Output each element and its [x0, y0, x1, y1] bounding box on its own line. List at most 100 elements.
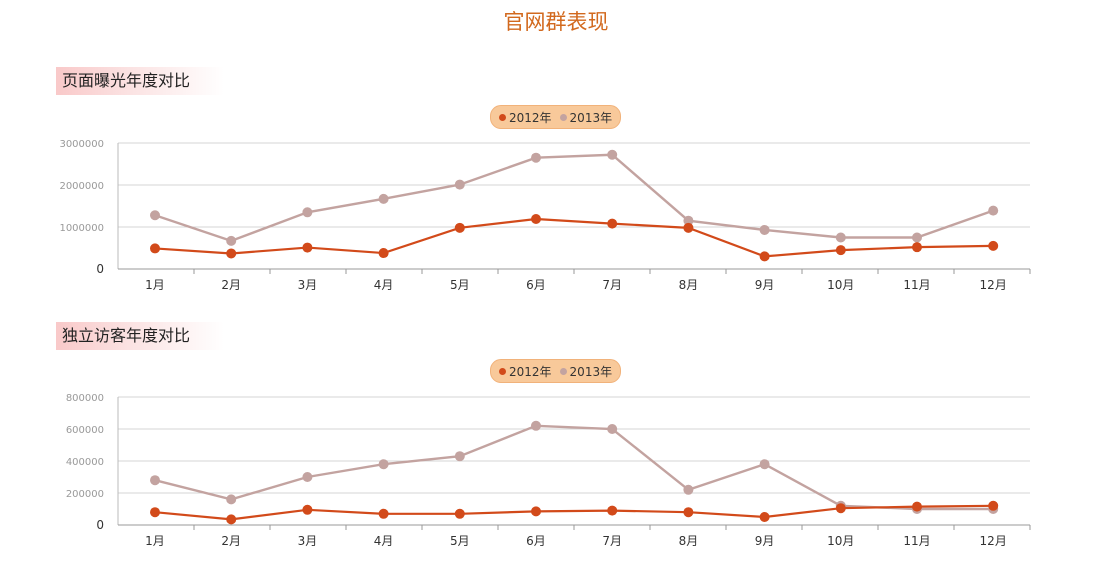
page-title: 官网群表现: [503, 10, 609, 34]
data-point-2012年-4月: [378, 248, 389, 259]
data-point-2013年-6月: [531, 420, 541, 431]
data-point-2013年-12月: [988, 205, 999, 216]
x-tick-label: 4月: [374, 278, 394, 292]
data-point-2012年-7月: [607, 505, 618, 516]
legend-page-views[interactable]: 2012年 2013年: [490, 105, 622, 129]
data-point-2012年-1月: [150, 243, 160, 254]
legend-unique-visitors[interactable]: 2012年 2013年: [490, 359, 622, 383]
data-point-2012年-6月: [531, 214, 541, 225]
x-tick-label: 7月: [602, 278, 622, 292]
legend-dot-2013: [559, 113, 567, 121]
x-tick-label: 10月: [827, 278, 854, 292]
data-point-2013年-2月: [226, 235, 237, 246]
legend-item-2013[interactable]: 2013年: [559, 109, 613, 126]
x-tick-label: 6月: [526, 278, 546, 292]
y-tick-label: 0: [96, 262, 104, 276]
series-line-2012年: [154, 504, 994, 521]
legend-dot-2013: [559, 367, 567, 375]
data-point-2013年-5月: [454, 179, 465, 190]
data-point-2013年-6月: [531, 152, 541, 163]
data-point-2012年-10月: [835, 245, 846, 256]
data-point-2012年-3月: [302, 242, 313, 253]
data-point-2013年-2月: [226, 494, 237, 505]
x-tick-label: 9月: [755, 278, 775, 292]
x-tick-label: 7月: [602, 534, 622, 548]
legend-dot-2012: [499, 367, 506, 375]
x-tick-label: 9月: [755, 534, 775, 548]
y-tick-label: 400000: [66, 457, 104, 468]
data-point-2013年-4月: [378, 193, 389, 204]
x-tick-label: 2月: [221, 278, 241, 292]
x-tick-label: 1月: [145, 534, 165, 548]
x-tick-label: 3月: [298, 534, 318, 548]
y-tick-label: 3000000: [59, 139, 104, 150]
y-tick-label: 200000: [66, 489, 104, 500]
data-point-2012年-2月: [226, 248, 237, 259]
data-point-2012年-8月: [683, 222, 694, 233]
data-point-2013年-8月: [683, 215, 694, 226]
legend-label-2013: 2013年: [569, 110, 613, 125]
y-tick-label: 1000000: [59, 223, 104, 234]
data-point-2012年-10月: [835, 503, 846, 514]
data-point-2013年-11月: [912, 232, 922, 243]
data-point-2012年-9月: [759, 512, 770, 522]
y-tick-label: 800000: [66, 393, 104, 404]
data-point-2013年-9月: [759, 459, 770, 470]
data-point-2013年-7月: [607, 424, 618, 434]
data-point-2012年-3月: [302, 504, 313, 515]
data-point-2012年-6月: [531, 506, 541, 517]
data-point-2012年-5月: [454, 508, 465, 519]
x-tick-label: 5月: [450, 534, 470, 548]
legend-label-2012: 2012年: [509, 110, 552, 125]
series-line-2013年: [154, 424, 994, 511]
data-point-2013年-3月: [302, 207, 313, 218]
legend-item-2012[interactable]: 2012年: [499, 363, 552, 380]
y-tick-label: 600000: [66, 425, 104, 436]
x-tick-label: 12月: [980, 278, 1007, 292]
x-tick-label: 8月: [679, 534, 699, 548]
data-point-2012年-12月: [988, 240, 999, 251]
data-point-2013年-8月: [683, 484, 694, 495]
x-tick-label: 11月: [903, 278, 930, 292]
data-point-2013年-9月: [759, 224, 770, 235]
y-tick-label: 0: [96, 518, 104, 532]
x-tick-label: 2月: [221, 534, 241, 548]
legend-label-2012: 2012年: [509, 364, 552, 379]
data-point-2013年-4月: [378, 459, 389, 470]
legend-item-2012[interactable]: 2012年: [499, 109, 552, 126]
data-point-2012年-1月: [150, 507, 160, 518]
data-point-2013年-5月: [454, 451, 465, 462]
data-point-2012年-8月: [683, 507, 694, 518]
data-point-2013年-1月: [150, 475, 160, 486]
data-point-2013年-1月: [150, 210, 160, 221]
data-point-2012年-4月: [378, 508, 389, 519]
data-point-2012年-9月: [759, 251, 770, 262]
x-tick-label: 12月: [980, 534, 1007, 548]
x-tick-label: 3月: [298, 278, 318, 292]
legend-dot-2012: [499, 113, 506, 121]
legend-label-2013: 2013年: [569, 364, 613, 379]
data-point-2013年-7月: [607, 149, 618, 160]
section-title-unique-visitors: 独立访客年度对比: [56, 322, 224, 350]
data-point-2012年-11月: [912, 242, 922, 253]
data-point-2013年-10月: [835, 232, 846, 243]
data-point-2013年-3月: [302, 472, 313, 482]
page-views-line-chart: 0 1000000 2000000 3000000 1月 2月 3月 4月 5月 6月 7月 8月 9月…: [59, 139, 1031, 292]
x-tick-label: 11月: [903, 534, 930, 548]
x-tick-label: 5月: [450, 278, 470, 292]
x-tick-label: 4月: [374, 534, 394, 548]
series-line-2013年: [154, 153, 994, 243]
data-point-2012年-12月: [988, 500, 999, 511]
x-tick-label: 10月: [827, 534, 854, 548]
y-tick-label: 2000000: [59, 181, 104, 192]
x-tick-label: 8月: [679, 278, 699, 292]
data-point-2012年-7月: [607, 218, 618, 229]
data-point-2012年-11月: [912, 501, 922, 512]
data-point-2012年-2月: [226, 514, 237, 525]
section-title-page-views: 页面曝光年度对比: [56, 67, 224, 95]
legend-item-2013[interactable]: 2013年: [559, 363, 613, 380]
x-tick-label: 1月: [145, 278, 165, 292]
data-point-2012年-5月: [454, 222, 465, 233]
series-line-2012年: [154, 217, 994, 258]
